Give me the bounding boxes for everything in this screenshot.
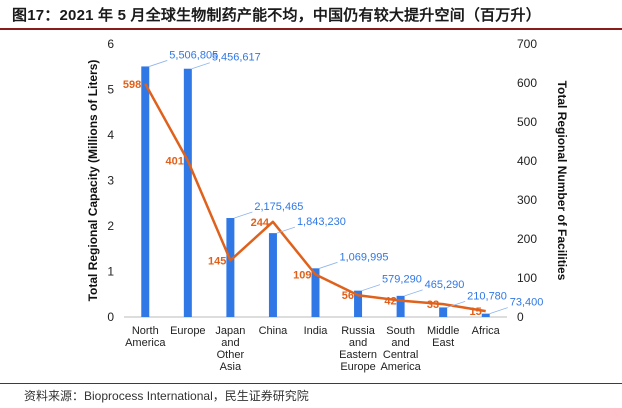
x-tick-label: Africa bbox=[472, 325, 501, 337]
line-series bbox=[144, 83, 486, 313]
line-value-label: 15 bbox=[469, 306, 481, 318]
facilities-line bbox=[144, 83, 486, 313]
bar bbox=[141, 66, 150, 318]
bar-value-label: 210,780 bbox=[467, 290, 507, 302]
y2-tick-label: 600 bbox=[517, 76, 537, 90]
x-tick-label: Middle East bbox=[427, 325, 459, 349]
x-tick-label: Russia and Eastern Europe bbox=[339, 325, 377, 373]
x-tick-label: South and Central America bbox=[380, 325, 421, 373]
line-value-label: 56 bbox=[342, 290, 354, 302]
bar bbox=[183, 68, 192, 317]
y-tick-label: 0 bbox=[107, 310, 114, 324]
line-value-label: 42 bbox=[384, 296, 396, 308]
line-value-label: 401 bbox=[165, 156, 183, 168]
leader-line bbox=[276, 226, 296, 234]
x-tick-label: North America bbox=[125, 325, 166, 349]
bar bbox=[311, 268, 320, 317]
leader-line bbox=[319, 261, 338, 269]
x-tick-label: India bbox=[304, 325, 329, 337]
bar-value-label: 2,175,465 bbox=[254, 201, 303, 213]
bar-value-label: 1,843,230 bbox=[297, 216, 346, 228]
line-value-label: 145 bbox=[208, 255, 226, 267]
x-tick-label: Europe bbox=[170, 325, 205, 337]
bar-value-label: 579,290 bbox=[382, 274, 422, 286]
y2-tick-label: 500 bbox=[517, 115, 537, 129]
leader-line bbox=[447, 301, 466, 308]
y-tick-label: 6 bbox=[107, 37, 114, 51]
y-tick-label: 2 bbox=[107, 219, 114, 233]
y-tick-label: 3 bbox=[107, 174, 114, 188]
bar bbox=[481, 313, 490, 317]
bar bbox=[226, 218, 235, 317]
bar bbox=[354, 290, 363, 317]
y2-tick-label: 300 bbox=[517, 193, 537, 207]
leader-line bbox=[489, 307, 508, 315]
y2-tick-label: 400 bbox=[517, 154, 537, 168]
y2-tick-label: 100 bbox=[517, 271, 537, 285]
y2-tick-label: 0 bbox=[517, 310, 524, 324]
x-tick-label: China bbox=[259, 325, 289, 337]
y2-axis-title: Total Regional Number of Facilities bbox=[555, 81, 569, 281]
y-tick-label: 5 bbox=[107, 83, 114, 97]
line-value-label: 109 bbox=[293, 269, 311, 281]
y-tick-label: 1 bbox=[107, 265, 114, 279]
bar bbox=[439, 307, 448, 317]
leader-line bbox=[404, 289, 423, 297]
bar-value-label: 73,400 bbox=[510, 297, 544, 309]
leader-line bbox=[149, 60, 168, 67]
bar-value-label: 5,456,617 bbox=[212, 52, 261, 64]
bar-value-label: 465,290 bbox=[425, 279, 465, 291]
figure-title: 图17：2021 年 5 月全球生物制药产能不均，中国仍有较大提升空间（百万升） bbox=[12, 7, 541, 24]
leader-line bbox=[191, 62, 210, 70]
leader-line bbox=[234, 211, 253, 219]
line-value-label: 244 bbox=[251, 217, 270, 229]
bar bbox=[396, 295, 405, 317]
bar-series bbox=[141, 66, 490, 318]
leader-line bbox=[361, 284, 381, 292]
bar-value-label: 5,506,805 bbox=[169, 49, 218, 61]
x-tick-label: Japan and Other Asia bbox=[215, 325, 245, 373]
y2-tick-label: 200 bbox=[517, 232, 537, 246]
y-axis-title: Total Regional Capacity (Millions of Lit… bbox=[86, 60, 100, 302]
bar-value-label: 1,069,995 bbox=[340, 251, 389, 263]
line-value-label: 598 bbox=[123, 79, 141, 91]
line-value-label: 33 bbox=[427, 299, 439, 311]
source-note: 资料来源：Bioprocess International，民生证券研究院 bbox=[24, 389, 309, 403]
bar bbox=[268, 233, 277, 317]
source-divider bbox=[0, 383, 622, 384]
y-tick-label: 4 bbox=[107, 128, 114, 142]
title-divider bbox=[0, 28, 622, 30]
y2-tick-label: 700 bbox=[517, 37, 537, 51]
